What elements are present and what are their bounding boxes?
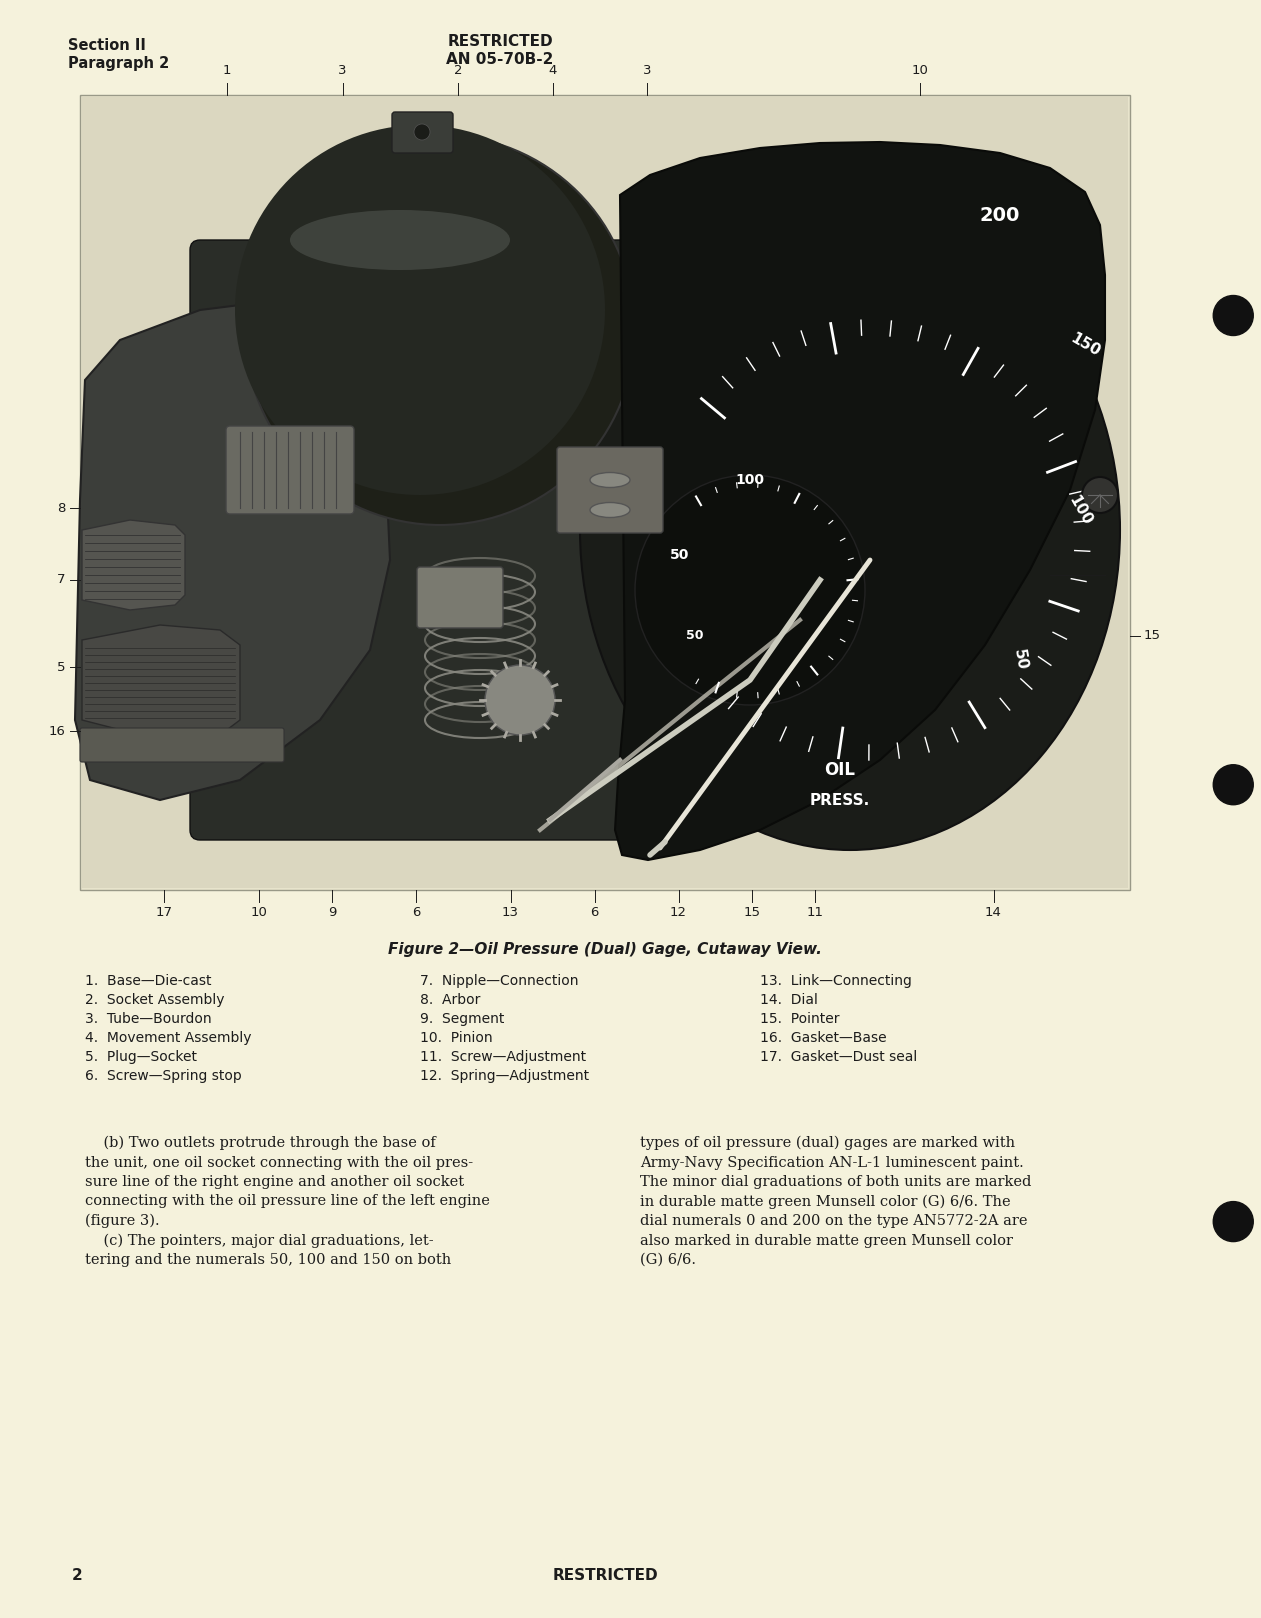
Text: tering and the numerals 50, 100 and 150 on both: tering and the numerals 50, 100 and 150 … (84, 1252, 451, 1267)
FancyBboxPatch shape (226, 426, 354, 515)
Text: 100: 100 (735, 472, 764, 487)
Circle shape (1082, 477, 1119, 513)
Text: dial numerals 0 and 200 on the type AN5772-2A are: dial numerals 0 and 200 on the type AN57… (641, 1214, 1028, 1228)
Text: 15.  Pointer: 15. Pointer (760, 1011, 840, 1026)
Polygon shape (82, 519, 185, 610)
Text: The minor dial graduations of both units are marked: The minor dial graduations of both units… (641, 1175, 1031, 1189)
Text: OIL: OIL (825, 760, 855, 778)
Text: 11: 11 (807, 906, 823, 919)
Text: also marked in durable matte green Munsell color: also marked in durable matte green Munse… (641, 1233, 1013, 1247)
Text: 8: 8 (57, 502, 66, 515)
Circle shape (485, 665, 555, 735)
Polygon shape (615, 142, 1105, 861)
Text: 14: 14 (985, 906, 1002, 919)
Circle shape (414, 125, 430, 141)
Text: connecting with the oil pressure line of the left engine: connecting with the oil pressure line of… (84, 1194, 489, 1209)
Text: sure line of the right engine and another oil socket: sure line of the right engine and anothe… (84, 1175, 464, 1189)
Text: 2: 2 (454, 65, 463, 78)
Text: 16: 16 (48, 725, 66, 738)
Circle shape (235, 125, 605, 495)
Text: 10.  Pinion: 10. Pinion (420, 1031, 493, 1045)
Text: 15: 15 (1144, 629, 1161, 642)
Text: 50: 50 (686, 628, 704, 641)
Text: 150: 150 (1068, 330, 1102, 359)
Circle shape (636, 476, 865, 705)
Text: 13.  Link—Connecting: 13. Link—Connecting (760, 974, 912, 989)
Text: 10: 10 (250, 906, 267, 919)
Text: 12.  Spring—Adjustment: 12. Spring—Adjustment (420, 1069, 589, 1082)
Bar (79, 95, 1130, 890)
Text: 3: 3 (338, 65, 347, 78)
Bar (82, 97, 1129, 888)
Text: Army-Navy Specification AN-L-1 luminescent paint.: Army-Navy Specification AN-L-1 luminesce… (641, 1155, 1024, 1170)
Text: 2: 2 (72, 1568, 83, 1582)
Text: 6.  Screw—Spring stop: 6. Screw—Spring stop (84, 1069, 242, 1082)
Text: 14.  Dial: 14. Dial (760, 993, 818, 1006)
Text: 9: 9 (328, 906, 337, 919)
Text: 6: 6 (412, 906, 420, 919)
Text: 100: 100 (1066, 492, 1095, 527)
Text: 200: 200 (980, 205, 1020, 225)
Text: (b) Two outlets protrude through the base of: (b) Two outlets protrude through the bas… (84, 1136, 436, 1150)
Polygon shape (74, 299, 390, 799)
Text: 9.  Segment: 9. Segment (420, 1011, 504, 1026)
Ellipse shape (290, 210, 509, 270)
Text: 3: 3 (643, 65, 651, 78)
Text: 16.  Gasket—Base: 16. Gasket—Base (760, 1031, 886, 1045)
Text: 15: 15 (744, 906, 760, 919)
Text: 6: 6 (590, 906, 599, 919)
Text: Figure 2—Oil Pressure (Dual) Gage, Cutaway View.: Figure 2—Oil Pressure (Dual) Gage, Cutaw… (388, 942, 822, 956)
Circle shape (1213, 765, 1253, 804)
Text: 50: 50 (1011, 649, 1029, 671)
Text: (G) 6/6.: (G) 6/6. (641, 1252, 696, 1267)
Text: 3.  Tube—Bourdon: 3. Tube—Bourdon (84, 1011, 212, 1026)
Text: 4.  Movement Assembly: 4. Movement Assembly (84, 1031, 251, 1045)
Text: 17: 17 (155, 906, 173, 919)
FancyBboxPatch shape (557, 447, 663, 532)
Text: 5: 5 (57, 660, 66, 675)
Text: 1: 1 (223, 65, 231, 78)
Text: PRESS.: PRESS. (810, 793, 870, 807)
Circle shape (1213, 296, 1253, 335)
Text: in durable matte green Munsell color (G) 6/6. The: in durable matte green Munsell color (G)… (641, 1194, 1010, 1209)
FancyBboxPatch shape (79, 728, 284, 762)
FancyBboxPatch shape (190, 239, 690, 840)
Text: AN 05-70B-2: AN 05-70B-2 (446, 52, 554, 66)
FancyBboxPatch shape (392, 112, 453, 154)
Text: the unit, one oil socket connecting with the oil pres-: the unit, one oil socket connecting with… (84, 1155, 473, 1170)
Text: 13: 13 (502, 906, 520, 919)
Text: types of oil pressure (dual) gages are marked with: types of oil pressure (dual) gages are m… (641, 1136, 1015, 1150)
Text: Section II: Section II (68, 37, 146, 53)
Text: 5.  Plug—Socket: 5. Plug—Socket (84, 1050, 197, 1065)
Text: Paragraph 2: Paragraph 2 (68, 57, 169, 71)
Text: 7: 7 (57, 573, 66, 586)
Text: 1.  Base—Die-cast: 1. Base—Die-cast (84, 974, 212, 989)
Text: 17.  Gasket—Dust seal: 17. Gasket—Dust seal (760, 1050, 917, 1065)
Polygon shape (82, 625, 240, 739)
Text: 2.  Socket Assembly: 2. Socket Assembly (84, 993, 224, 1006)
Text: (figure 3).: (figure 3). (84, 1214, 160, 1228)
Text: 7.  Nipple—Connection: 7. Nipple—Connection (420, 974, 579, 989)
Text: RESTRICTED: RESTRICTED (448, 34, 552, 49)
Ellipse shape (590, 503, 630, 518)
Ellipse shape (580, 210, 1120, 849)
Text: 50: 50 (671, 549, 690, 561)
Text: 4: 4 (549, 65, 556, 78)
FancyBboxPatch shape (417, 566, 503, 628)
Text: (c) The pointers, major dial graduations, let-: (c) The pointers, major dial graduations… (84, 1233, 434, 1247)
Circle shape (245, 134, 636, 524)
Circle shape (1213, 1202, 1253, 1241)
Text: 8.  Arbor: 8. Arbor (420, 993, 480, 1006)
Text: 11.  Screw—Adjustment: 11. Screw—Adjustment (420, 1050, 586, 1065)
Text: 10: 10 (912, 65, 928, 78)
Text: 12: 12 (670, 906, 687, 919)
Text: RESTRICTED: RESTRICTED (552, 1568, 658, 1582)
Ellipse shape (590, 472, 630, 487)
